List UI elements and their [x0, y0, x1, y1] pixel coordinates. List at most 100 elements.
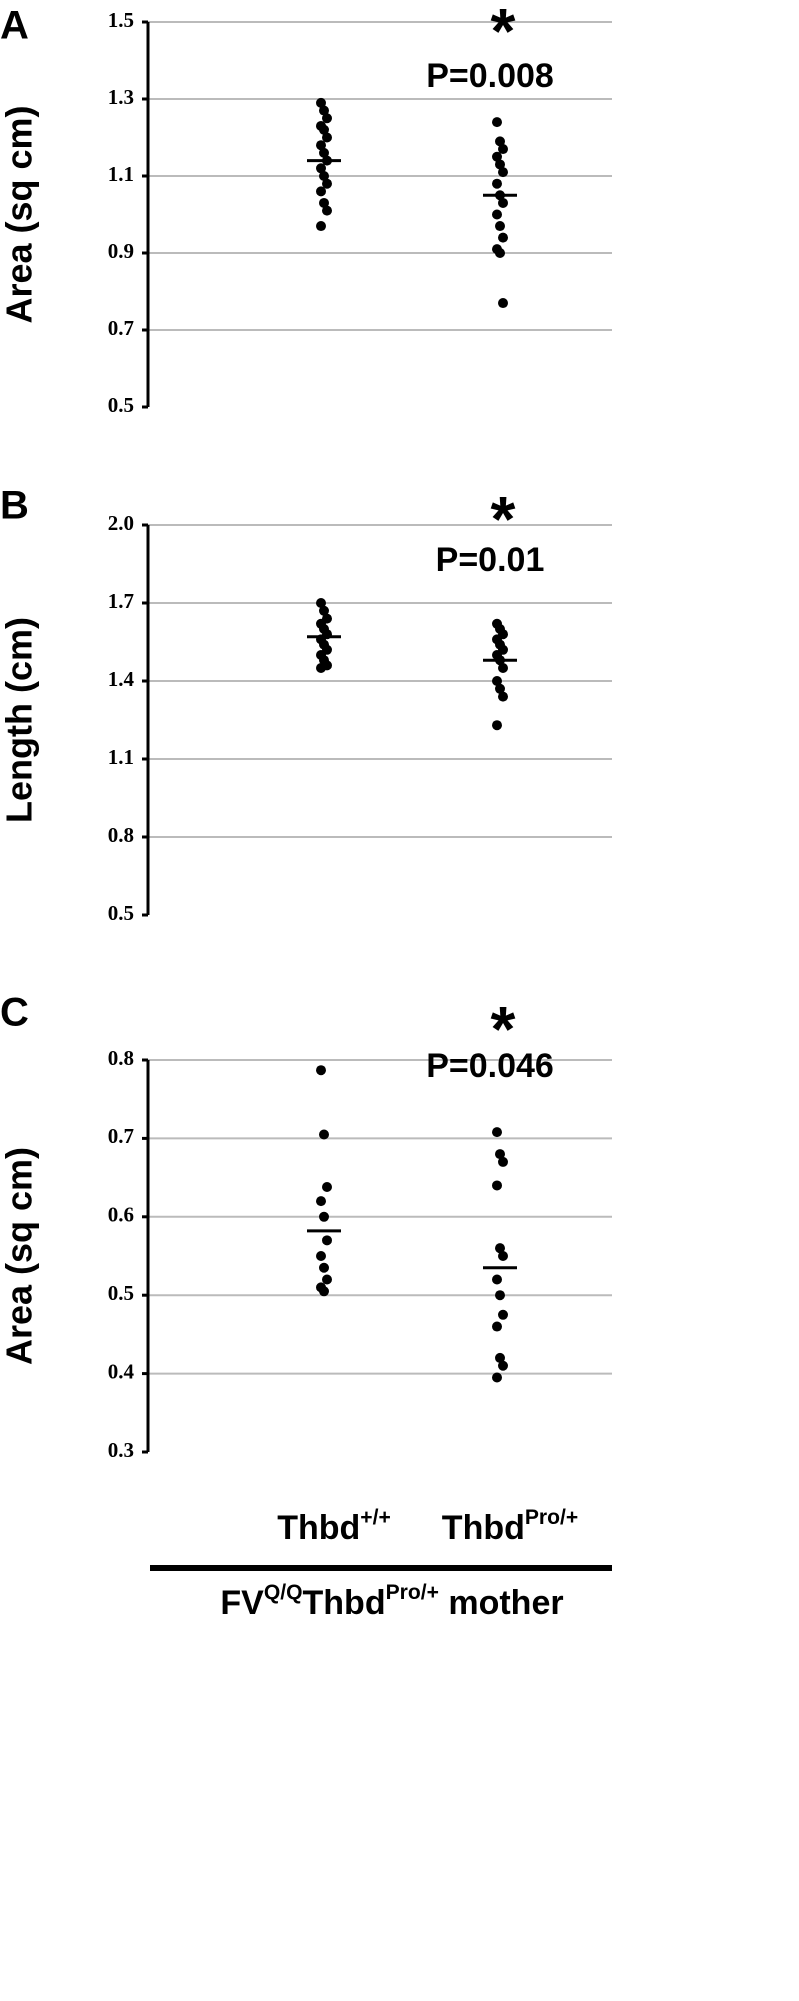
- y-tick-label: 1.5: [108, 8, 134, 32]
- significance-star: *: [491, 993, 516, 1065]
- y-tick-label: 1.1: [108, 745, 134, 769]
- data-point: [319, 605, 329, 616]
- y-tick-label: 0.7: [108, 316, 134, 340]
- superscript: Q/Q: [264, 1581, 303, 1604]
- data-point: [322, 178, 332, 189]
- data-point: [492, 676, 502, 686]
- data-point: [322, 1274, 332, 1285]
- data-point: [316, 163, 326, 174]
- data-point: [498, 167, 508, 178]
- x-tick-label: ThbdPro/+: [442, 1506, 578, 1547]
- y-tick-label: 0.5: [108, 901, 134, 925]
- data-point: [322, 113, 332, 124]
- y-axis-label: Area (sq cm): [0, 1147, 40, 1365]
- panel-label: C: [0, 991, 29, 1035]
- y-axis-label: Area (sq cm): [0, 105, 40, 323]
- y-tick-label: 2.0: [108, 511, 134, 535]
- p-value: P=0.008: [426, 57, 554, 95]
- data-point: [322, 205, 332, 216]
- y-tick-label: 0.5: [108, 393, 134, 417]
- data-point: [492, 151, 502, 162]
- data-point: [316, 186, 326, 197]
- data-point: [316, 221, 326, 232]
- superscript: Pro/+: [386, 1581, 439, 1604]
- data-point: [495, 1290, 505, 1301]
- y-tick-label: 0.5: [108, 1281, 134, 1305]
- data-point: [498, 197, 508, 208]
- data-point: [498, 1156, 508, 1167]
- data-point: [322, 1235, 332, 1246]
- data-point: [316, 140, 326, 151]
- data-point: [319, 197, 329, 208]
- y-tick-label: 1.4: [108, 667, 135, 691]
- data-point: [316, 97, 326, 108]
- data-point: [322, 132, 332, 143]
- data-point: [498, 663, 508, 673]
- data-point: [495, 221, 505, 232]
- footer-label: FVQ/QThbdPro/+ mother: [220, 1581, 563, 1622]
- text-part: mother: [439, 1584, 564, 1622]
- data-point: [316, 1251, 326, 1261]
- y-tick-label: 0.6: [108, 1203, 134, 1227]
- y-tick-label: 0.4: [108, 1359, 135, 1383]
- data-point: [319, 147, 329, 158]
- p-value: P=0.046: [426, 1047, 554, 1085]
- data-point: [319, 1211, 329, 1222]
- y-tick-label: 0.7: [108, 1124, 134, 1148]
- superscript: Pro/+: [525, 1506, 578, 1529]
- data-point: [319, 1129, 329, 1140]
- y-tick-label: 0.3: [108, 1438, 134, 1462]
- data-point: [319, 1262, 329, 1273]
- data-point: [498, 691, 508, 702]
- data-point: [319, 124, 329, 135]
- data-point: [498, 1360, 508, 1371]
- text-part: FV: [220, 1584, 264, 1622]
- y-tick-label: 0.9: [108, 239, 134, 263]
- y-tick-label: 0.8: [108, 823, 134, 847]
- data-point: [492, 1274, 502, 1285]
- data-point: [495, 1243, 505, 1254]
- data-point: [498, 144, 508, 155]
- data-point: [492, 209, 502, 220]
- data-point: [319, 105, 329, 116]
- y-tick-label: 1.7: [108, 589, 134, 613]
- y-tick-label: 0.8: [108, 1046, 134, 1070]
- data-point: [316, 598, 326, 608]
- text-part: Thbd: [303, 1584, 386, 1622]
- data-point: [498, 298, 508, 309]
- significance-star: *: [491, 483, 516, 555]
- data-point: [492, 1180, 502, 1191]
- data-point: [492, 117, 502, 128]
- superscript: +/+: [360, 1506, 390, 1529]
- data-point: [322, 1182, 332, 1193]
- y-tick-label: 1.3: [108, 85, 134, 109]
- data-point: [492, 1127, 502, 1138]
- data-point: [492, 720, 502, 731]
- x-tick-label: Thbd+/+: [277, 1506, 391, 1547]
- data-point: [495, 136, 505, 147]
- data-point: [316, 1065, 326, 1076]
- data-point: [498, 1251, 508, 1261]
- data-point: [492, 1372, 502, 1383]
- data-point: [492, 178, 502, 189]
- data-point: [495, 1149, 505, 1160]
- data-point: [498, 232, 508, 243]
- y-tick-label: 1.1: [108, 162, 134, 186]
- text-part: Thbd: [442, 1509, 525, 1547]
- y-axis-label: Length (cm): [0, 617, 40, 823]
- data-point: [319, 171, 329, 181]
- data-point: [319, 1286, 329, 1297]
- text-part: Thbd: [277, 1509, 360, 1547]
- data-point: [316, 663, 326, 673]
- significance-star: *: [491, 0, 516, 67]
- data-point: [495, 1352, 505, 1363]
- data-point: [495, 248, 505, 258]
- panel-label: A: [0, 4, 29, 48]
- p-value: P=0.01: [436, 541, 545, 579]
- panel-label: B: [0, 484, 29, 528]
- data-point: [492, 1321, 502, 1332]
- data-point: [495, 159, 505, 170]
- data-point: [498, 1309, 508, 1320]
- data-point: [495, 683, 505, 694]
